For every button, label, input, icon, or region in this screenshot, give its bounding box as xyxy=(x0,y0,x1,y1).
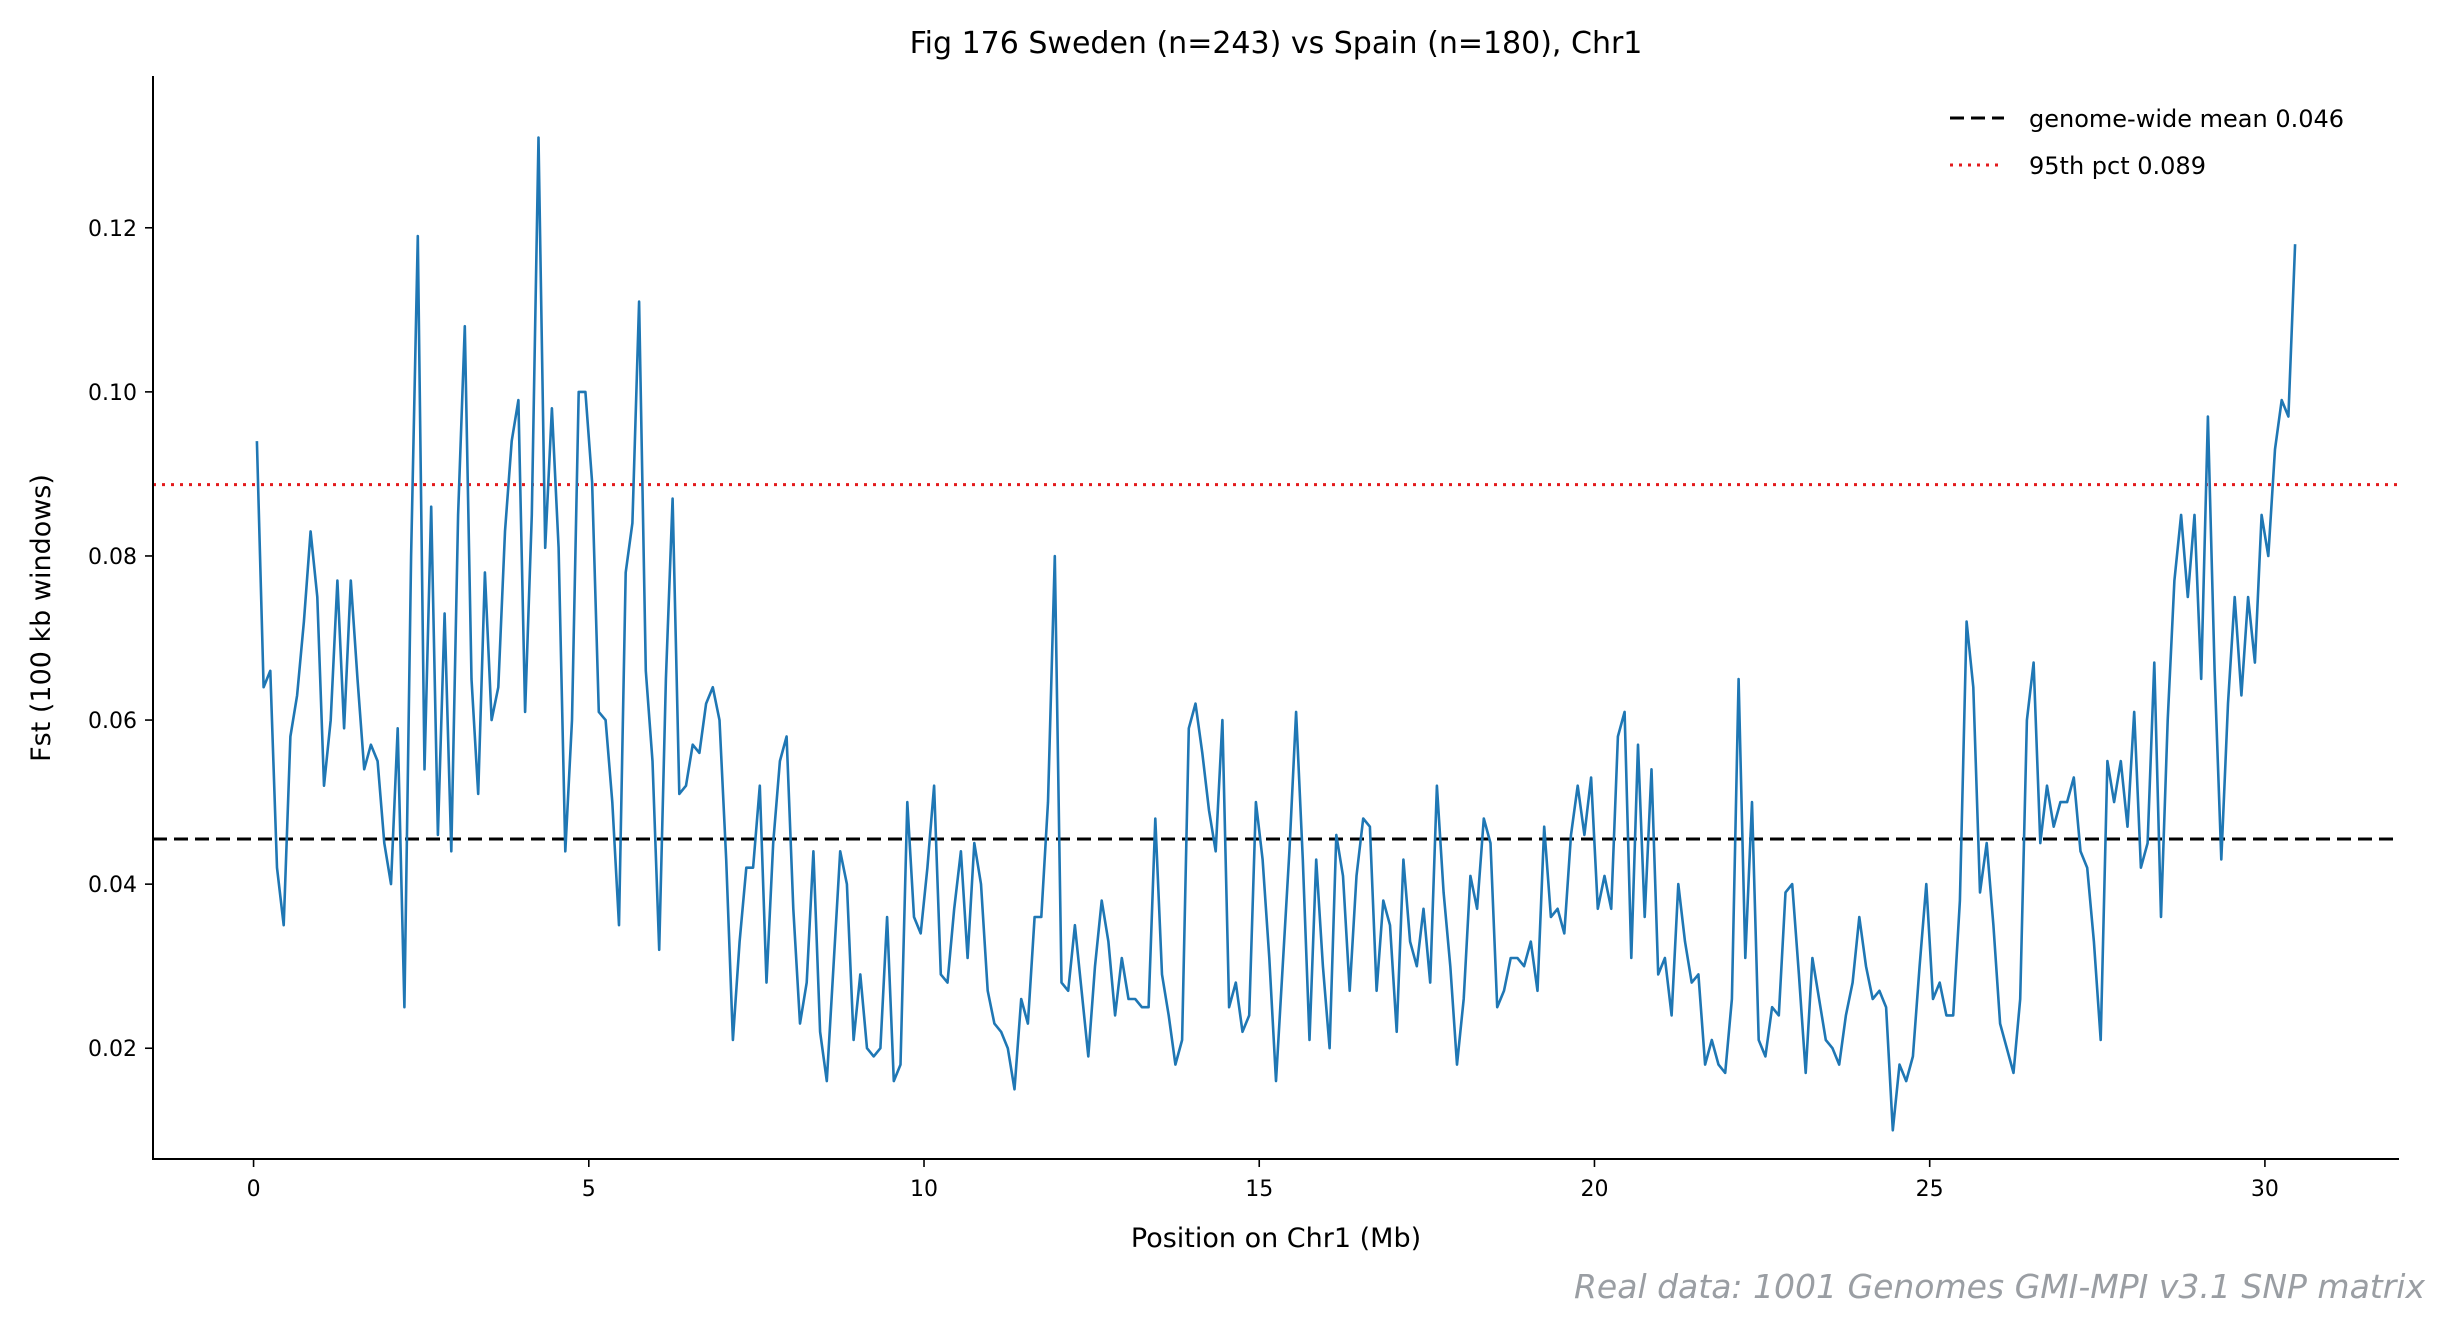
x-tick-label: 0 xyxy=(247,1177,261,1202)
chart-title: Fig 176 Sweden (n=243) vs Spain (n=180),… xyxy=(910,26,1643,61)
legend-label-mean: genome-wide mean 0.046 xyxy=(2029,105,2344,133)
y-ticks: 0.02 0.04 0.06 0.08 0.10 0.12 xyxy=(88,217,153,1062)
x-tick-label: 5 xyxy=(582,1177,596,1202)
y-tick-label: 0.08 xyxy=(88,545,137,570)
y-tick-label: 0.04 xyxy=(88,873,137,898)
x-axis-label: Position on Chr1 (Mb) xyxy=(1131,1223,1421,1254)
y-tick-label: 0.12 xyxy=(88,217,137,242)
y-axis-label: Fst (100 kb windows) xyxy=(26,474,57,762)
x-tick-label: 10 xyxy=(910,1177,938,1202)
x-tick-label: 30 xyxy=(2251,1177,2279,1202)
x-tick-label: 20 xyxy=(1580,1177,1608,1202)
x-ticks: 0 5 10 15 20 25 30 xyxy=(247,1159,2279,1202)
x-tick-label: 25 xyxy=(1916,1177,1944,1202)
fst-series-line xyxy=(255,136,2297,1132)
legend-label-95th-pct: 95th pct 0.089 xyxy=(2029,152,2206,180)
y-tick-label: 0.02 xyxy=(88,1037,137,1062)
y-tick-label: 0.10 xyxy=(88,381,137,406)
axes xyxy=(152,76,2399,1160)
data-source-credit: Real data: 1001 Genomes GMI-MPI v3.1 SNP… xyxy=(1574,1267,2425,1306)
y-tick-label: 0.06 xyxy=(88,709,137,734)
legend: genome-wide mean 0.046 95th pct 0.089 xyxy=(1950,105,2344,180)
series-layer xyxy=(255,136,2297,1132)
x-tick-label: 15 xyxy=(1245,1177,1273,1202)
